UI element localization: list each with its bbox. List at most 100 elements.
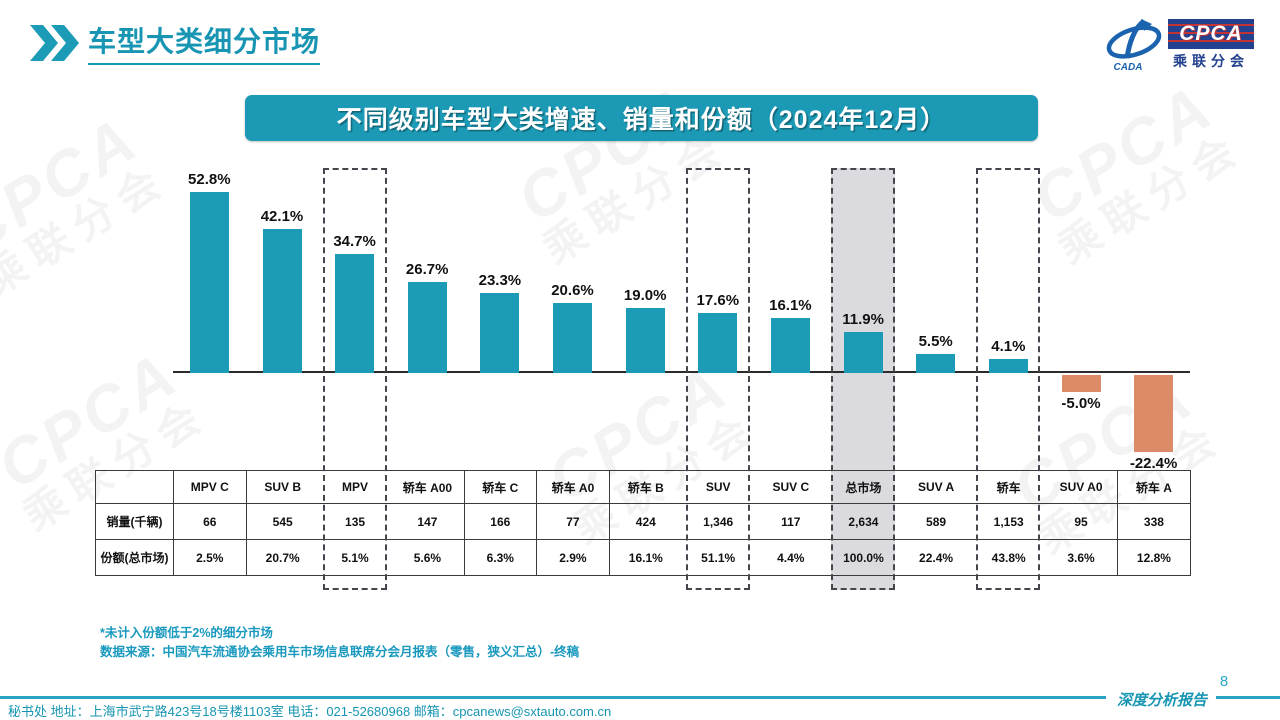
bar-value-label-MPV-C: 52.8%	[188, 171, 231, 189]
table-corner-cell	[95, 470, 174, 504]
table-col-header-SUV-A0: SUV A0	[1044, 470, 1119, 504]
table-cell-sales-SUV-A: 589	[899, 503, 973, 540]
cpca-logo-text-block: CPCA 乘联分会	[1168, 19, 1254, 71]
table-cell-share-SUV: 51.1%	[681, 539, 755, 576]
table-cell-sales-SUV-A0: 95	[1044, 503, 1119, 540]
growth-bar-SUV	[698, 312, 738, 373]
bar-value-label-轿车-A0: 20.6%	[551, 281, 594, 299]
footer-contact-info: 秘书处 地址：上海市武宁路423号18号楼1103室 电话：021-526809…	[8, 704, 612, 719]
logo-stripe	[1168, 24, 1254, 26]
logo-stripe	[1168, 32, 1254, 34]
double-chevron-icon	[30, 25, 79, 61]
table-col-header-轿车-C: 轿车 C	[463, 470, 538, 504]
growth-bar-轿车-A00	[407, 281, 447, 373]
table-cell-sales-轿车: 1,153	[972, 503, 1045, 540]
bar-value-label-轿车-B: 19.0%	[623, 287, 667, 304]
table-cell-share-轿车-C: 6.3%	[463, 539, 538, 576]
page-number: 8	[1219, 673, 1229, 690]
table-row-label-share: 份额(总市场)	[95, 539, 174, 576]
table-cell-share-轿车-B: 16.1%	[608, 539, 683, 576]
table-cell-sales-轿车-A00: 147	[390, 503, 465, 540]
report-type-label: 深度分析报告	[1116, 691, 1207, 709]
bar-value-label-轿车: 4.1%	[991, 338, 1026, 355]
segment-data-table: MPV C SUV B MPV 轿车 A00 轿车 C 轿车 A0 轿车 B SUV SUV C…	[95, 470, 1191, 576]
footer-rule-right	[1216, 696, 1280, 699]
table-col-header-轿车-A00: 轿车 A00	[390, 470, 465, 504]
table-cell-share-SUV-C: 4.4%	[754, 539, 828, 576]
segment-table: MPV C SUV B MPV 轿车 A00 轿车 C 轿车 A0 轿车 B SUV SUV C…	[95, 470, 1191, 576]
bar-value-label-SUV-B: 42.1%	[260, 208, 304, 225]
cpca-logo-box: CPCA	[1168, 19, 1254, 49]
table-col-header-SUV-A: SUV A	[899, 470, 973, 504]
bar-value-label-轿车-A00: 26.7%	[405, 260, 449, 278]
table-cell-share-SUV-B: 20.7%	[245, 539, 320, 576]
table-cell-share-总市场: 100.0%	[827, 539, 900, 576]
cpca-watermark: CPCA 乘联分会	[1020, 70, 1252, 273]
footnote-data-source: 数据来源：中国汽车流通协会乘用车市场信息联席分会月报表（零售，狭义汇总）-终稿	[100, 645, 580, 659]
footnote-share-threshold: *未计入份额低于2%的细分市场	[100, 626, 273, 640]
cpca-watermark: CPCA 乘联分会	[0, 102, 177, 305]
bar-value-label-轿车-C: 23.3%	[478, 272, 522, 290]
bar-value-label-总市场: 11.9%	[842, 311, 884, 329]
table-cell-sales-MPV-C: 66	[173, 503, 247, 540]
bar-value-label-SUV-A: 5.5%	[918, 333, 953, 351]
table-cell-share-轿车-A: 12.8%	[1117, 539, 1191, 576]
logo-stripe	[1168, 40, 1254, 42]
table-col-header-轿车-B: 轿车 B	[608, 470, 683, 504]
x-axis-line	[173, 371, 1190, 373]
bar-value-label-SUV: 17.6%	[696, 291, 740, 309]
footer-rule-left	[0, 696, 1106, 699]
table-cell-share-MPV: 5.1%	[318, 539, 392, 576]
table-cell-sales-轿车-B: 424	[608, 503, 683, 540]
table-cell-share-轿车-A0: 2.9%	[536, 539, 610, 576]
growth-bar-SUV-A	[916, 354, 956, 373]
growth-bar-轿车-A	[1134, 375, 1174, 452]
growth-bar-总市场	[843, 332, 883, 373]
cada-logo-icon: CADA	[1106, 18, 1162, 73]
table-col-header-轿车: 轿车	[972, 470, 1045, 504]
table-cell-sales-轿车-A0: 77	[536, 503, 610, 540]
chart-title: 不同级别车型大类增速、销量和份额（2024年12月）	[336, 106, 947, 134]
cpca-logo-subtitle: 乘联分会	[1173, 53, 1249, 69]
bar-value-label-MPV: 34.7%	[333, 233, 376, 251]
table-cell-share-SUV-A: 22.4%	[899, 539, 973, 576]
growth-bar-SUV-B	[262, 229, 302, 373]
table-col-header-MPV: MPV	[318, 470, 392, 504]
table-cell-sales-SUV-B: 545	[245, 503, 320, 540]
page-title: 车型大类细分市场	[88, 24, 321, 65]
cpca-logo: CADA CPCA 乘联分会	[1104, 16, 1254, 74]
table-col-header-总市场: 总市场	[827, 470, 900, 504]
table-cell-sales-总市场: 2,634	[827, 503, 900, 540]
table-row-label-sales: 销量(千辆)	[95, 503, 174, 540]
growth-bar-轿车-C	[480, 293, 520, 373]
bar-value-label-SUV-A0: -5.0%	[1061, 395, 1101, 413]
growth-bar-轿车-A0	[553, 302, 592, 373]
chart-title-banner: 不同级别车型大类增速、销量和份额（2024年12月）	[245, 95, 1038, 141]
table-col-header-SUV-B: SUV B	[245, 470, 320, 504]
table-col-header-MPV-C: MPV C	[173, 470, 247, 504]
growth-bar-MPV-C	[189, 192, 229, 373]
table-col-header-轿车-A: 轿车 A	[1117, 470, 1191, 504]
table-cell-sales-SUV: 1,346	[681, 503, 755, 540]
table-cell-sales-MPV: 135	[318, 503, 392, 540]
table-cell-share-SUV-A0: 3.6%	[1044, 539, 1119, 576]
table-col-header-轿车-A0: 轿车 A0	[536, 470, 610, 504]
table-cell-sales-SUV-C: 117	[754, 503, 828, 540]
cpca-logo-acronym: CPCA	[1179, 22, 1243, 45]
table-col-header-SUV-C: SUV C	[754, 470, 828, 504]
table-col-header-SUV: SUV	[681, 470, 755, 504]
growth-bar-轿车	[988, 359, 1028, 373]
table-cell-share-MPV-C: 2.5%	[173, 539, 247, 576]
growth-bar-轿车-B	[625, 308, 665, 373]
table-cell-sales-轿车-A: 338	[1117, 503, 1191, 540]
growth-bar-SUV-A0	[1061, 375, 1101, 393]
bar-value-label-SUV-C: 16.1%	[769, 296, 812, 314]
table-cell-share-轿车: 43.8%	[972, 539, 1045, 576]
growth-bar-MPV	[335, 254, 375, 373]
slide-header: 车型大类细分市场	[30, 24, 321, 65]
table-cell-sales-轿车-C: 166	[463, 503, 538, 540]
cada-logo-text: CADA	[1114, 62, 1143, 73]
bar-value-label-轿车-A: -22.4%	[1129, 454, 1178, 472]
table-cell-share-轿车-A00: 5.6%	[390, 539, 465, 576]
